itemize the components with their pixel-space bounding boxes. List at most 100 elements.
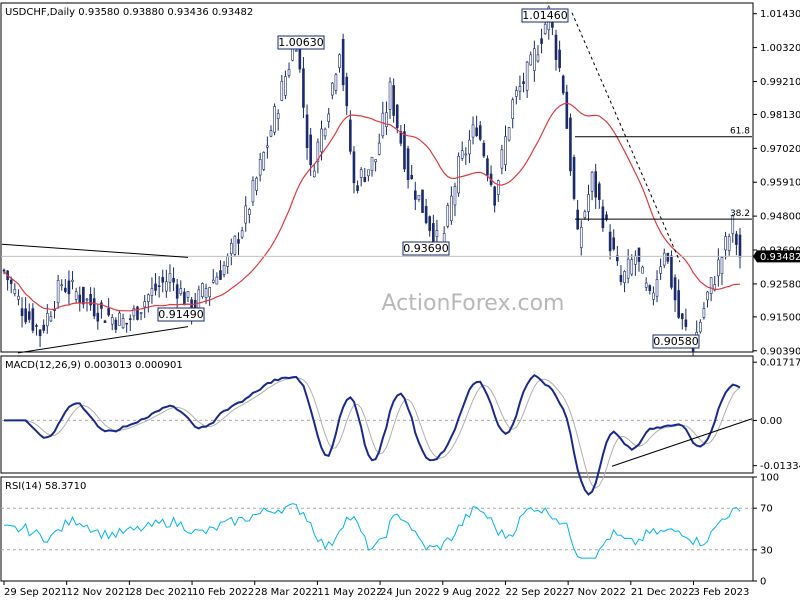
last-price-tag: 0.93482 <box>753 250 800 263</box>
candle-body <box>121 318 125 329</box>
candle-body <box>309 134 312 166</box>
candle-body <box>352 151 356 184</box>
candle-body <box>637 247 641 262</box>
candle-body <box>478 125 482 140</box>
time-tick-label: 9 Aug 2022 <box>443 587 501 598</box>
price-tick-label: 0.98130 <box>760 110 800 121</box>
candle-body <box>71 279 74 282</box>
candle-body <box>435 230 439 237</box>
candle-body <box>74 291 78 300</box>
candle-body <box>522 81 525 84</box>
watermark: ActionForex.com <box>382 291 565 316</box>
candle-body <box>341 39 345 86</box>
candle-body <box>731 215 735 234</box>
price-label-box <box>521 8 569 23</box>
candle-body <box>666 252 670 262</box>
candle-body <box>237 239 240 244</box>
price-tick-label: 0.92580 <box>760 279 800 290</box>
trendline-upper <box>1 243 189 258</box>
candle-body <box>579 226 583 248</box>
rsi-title: RSI(14) 58.3710 <box>5 481 86 492</box>
macd-panel <box>0 355 754 474</box>
candle-body <box>616 255 619 262</box>
annotations: 61.8 38.2 1.00630 1.01460 0.93690 0.91490 0.90… <box>157 8 752 349</box>
candle-body <box>92 298 96 317</box>
candle-body <box>421 189 424 213</box>
candle-body <box>446 205 450 227</box>
candle-body <box>244 205 248 224</box>
candle-body <box>565 91 569 129</box>
candle-body <box>363 176 367 182</box>
candle-body <box>359 169 363 178</box>
candle-body <box>147 294 150 302</box>
candle-body <box>186 291 190 298</box>
candle-body <box>735 233 738 245</box>
candle-body <box>60 284 64 287</box>
candle-body <box>42 324 45 331</box>
time-tick-label: 21 Dec 2022 <box>631 587 695 598</box>
price-tick-label: 0.90390 <box>760 346 800 357</box>
candle-body <box>706 291 709 301</box>
candle-body <box>13 288 17 294</box>
candle-body <box>240 230 244 238</box>
candle-body <box>608 231 612 252</box>
candle-body <box>493 186 496 206</box>
candle-body <box>518 86 522 92</box>
candle-body <box>569 117 572 172</box>
rsi-axis: 100 70 30 0 <box>753 473 779 588</box>
time-tick-label: 22 Sep 2022 <box>505 587 568 598</box>
candle-body <box>507 127 511 141</box>
candle-body <box>96 312 100 322</box>
candle-body <box>172 277 175 283</box>
candle-body <box>457 155 460 194</box>
time-tick-label: 28 Mar 2022 <box>255 587 318 598</box>
candle-body <box>475 127 478 136</box>
candle-body <box>334 74 338 91</box>
candle-body <box>349 119 352 152</box>
candle-body <box>399 131 403 144</box>
price-label-box <box>277 35 325 50</box>
candle-body <box>233 235 237 255</box>
candle-body <box>107 308 110 316</box>
candle-body <box>677 290 680 318</box>
candle-body <box>533 48 536 71</box>
candle-body <box>684 319 688 327</box>
candle-body <box>644 282 648 288</box>
candle-body <box>251 180 255 203</box>
candle-body <box>31 308 35 331</box>
candle-body <box>515 90 518 97</box>
candle-body <box>659 266 662 274</box>
candle-body <box>540 38 543 44</box>
candle-body <box>662 252 666 266</box>
candle-body <box>500 149 504 169</box>
candle-body <box>294 50 298 52</box>
candle-body <box>583 211 587 218</box>
price-label: 1.00630 <box>278 36 324 49</box>
candle-body <box>110 317 114 325</box>
candle-body <box>597 183 601 200</box>
price-label-box <box>652 334 700 349</box>
macd-trendline <box>611 418 753 467</box>
candle-body <box>179 288 183 295</box>
candle-body <box>374 159 377 163</box>
fibonacci-level-label: 38.2 <box>730 209 750 219</box>
candle-body <box>323 128 327 137</box>
candle-body <box>413 190 417 200</box>
candle-body <box>536 54 540 62</box>
candle-body <box>655 279 659 297</box>
candle-body <box>103 320 107 323</box>
price-label: 0.90580 <box>653 335 699 348</box>
time-tick-label: 29 Sep 2021 <box>4 587 67 598</box>
candle-body <box>709 277 713 294</box>
candle-body <box>388 81 392 110</box>
rsi-tick-label: 0 <box>760 577 766 588</box>
candle-body <box>504 136 507 165</box>
candle-body <box>165 281 168 292</box>
candle-body <box>269 130 273 137</box>
time-tick-label: 10 Feb 2022 <box>192 587 254 598</box>
price-label: 1.01460 <box>522 9 568 22</box>
candle-body <box>543 23 547 34</box>
price-label-box <box>157 307 205 322</box>
